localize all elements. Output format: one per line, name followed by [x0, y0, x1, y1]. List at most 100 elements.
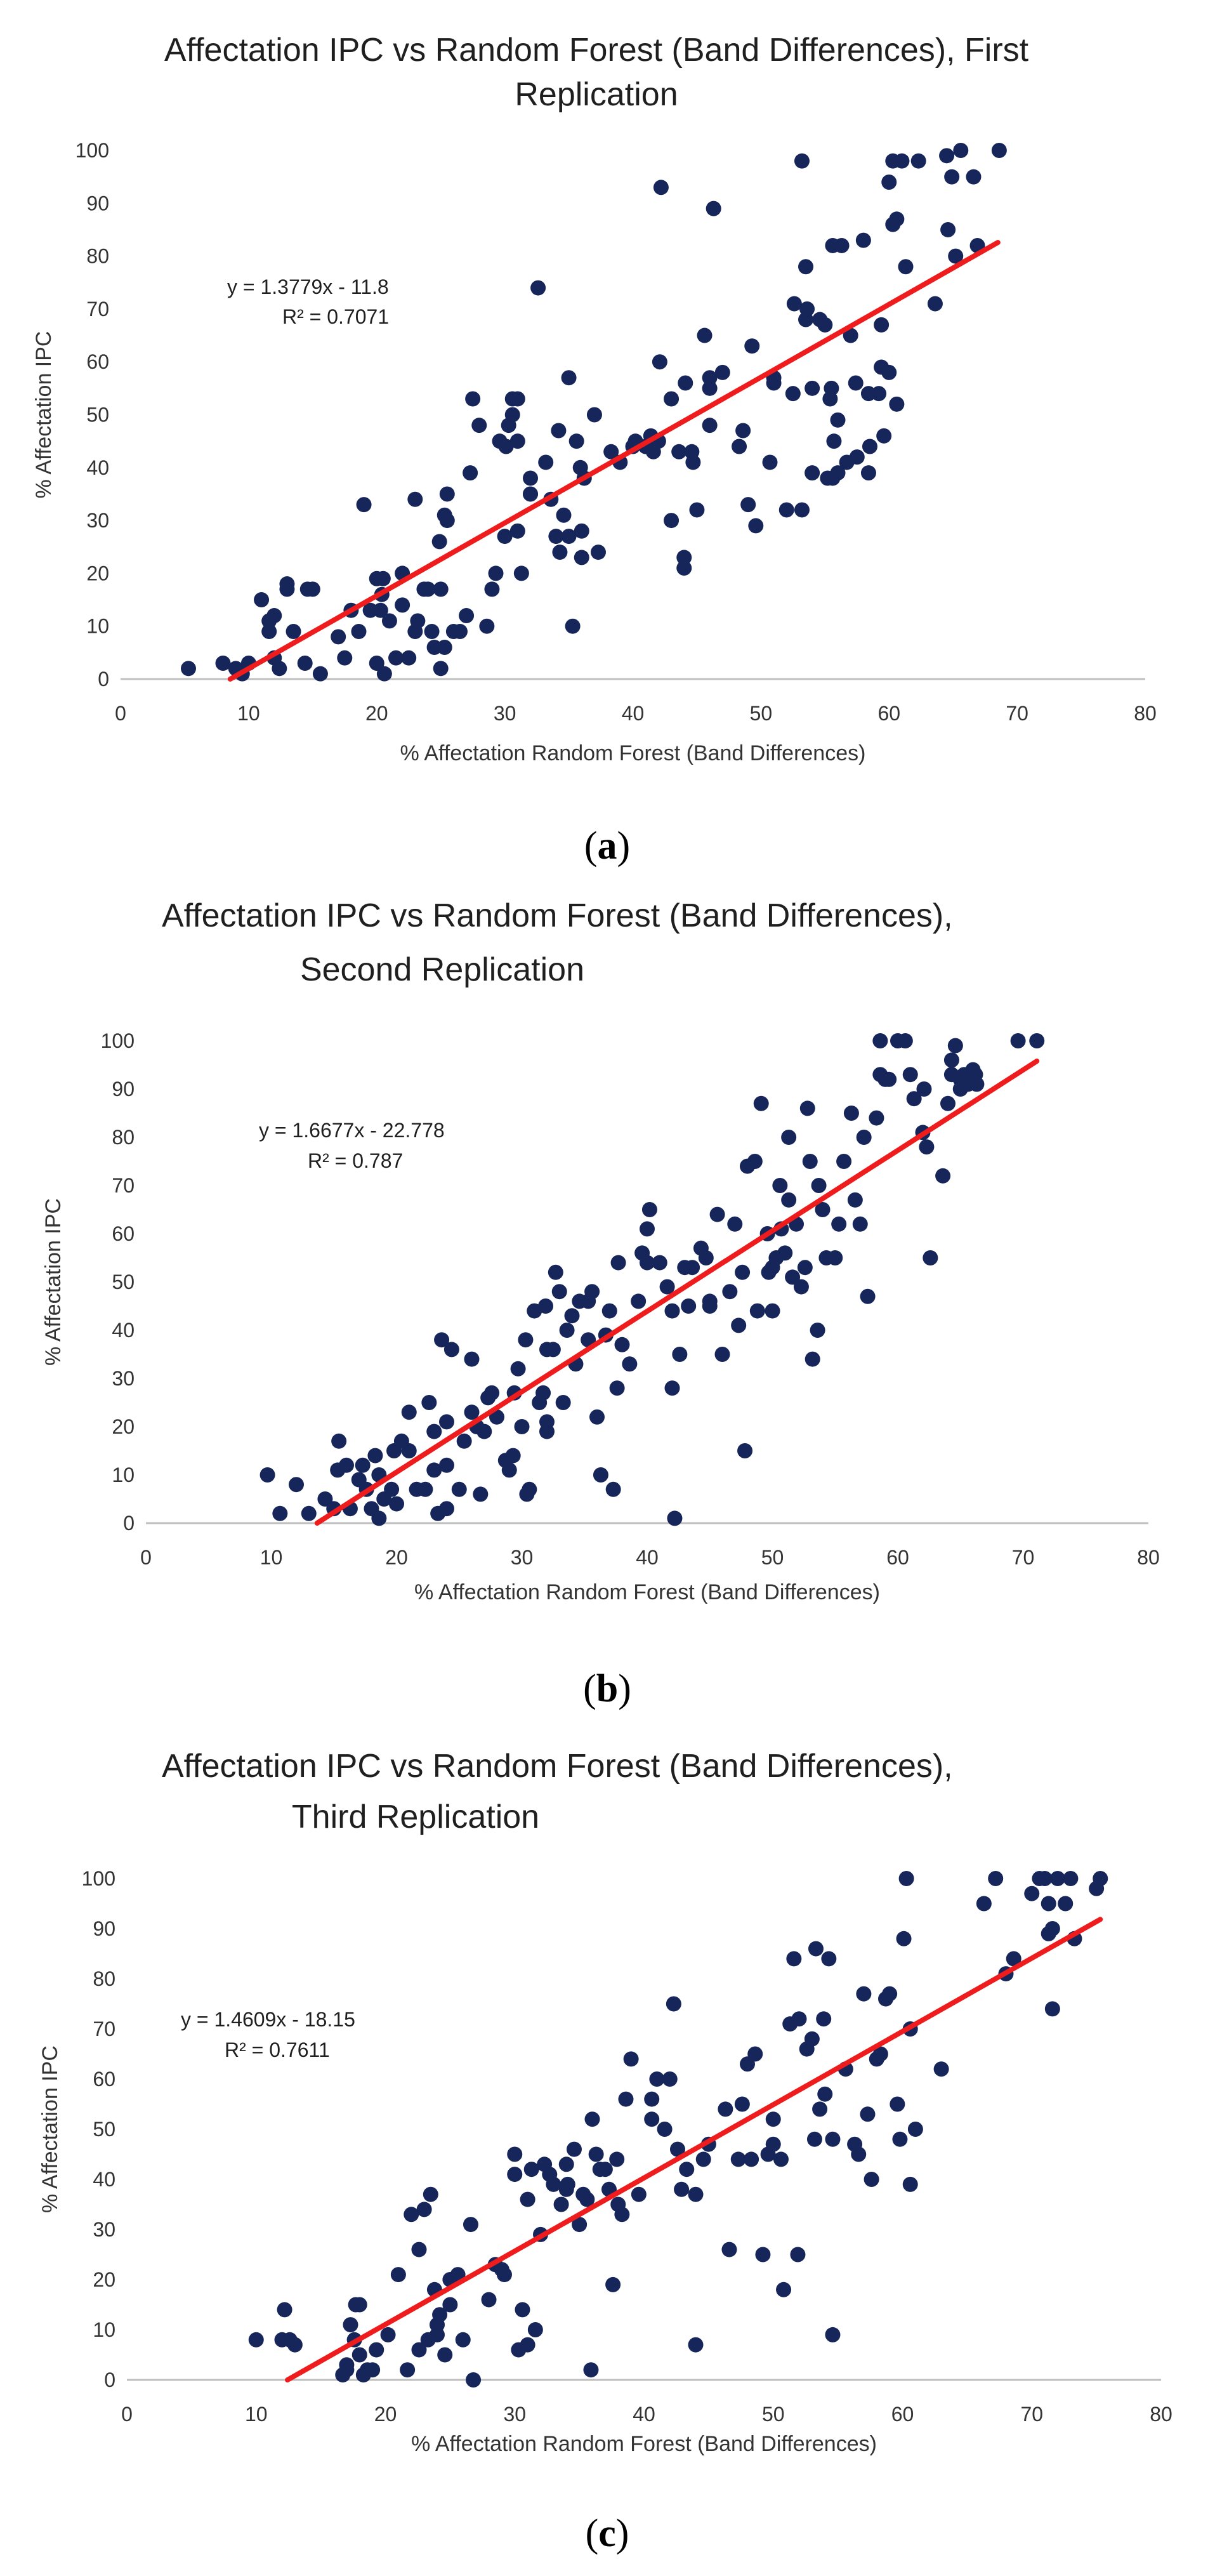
- data-point: [797, 1260, 813, 1276]
- y-tick-label: 0: [104, 2368, 115, 2391]
- chart-panel-a: Affectation IPC vs Random Forest (Band D…: [32, 32, 1157, 765]
- data-point: [371, 1510, 387, 1526]
- data-point: [640, 1221, 655, 1237]
- y-axis-label: % Affectation IPC: [38, 2045, 62, 2213]
- data-point: [410, 613, 426, 629]
- data-point: [287, 2337, 303, 2353]
- scatter-points: [259, 1033, 1045, 1526]
- data-point: [509, 433, 525, 449]
- scatter-points: [248, 1871, 1108, 2388]
- data-point: [727, 1216, 743, 1232]
- data-point: [1037, 1871, 1053, 1886]
- data-point: [507, 2167, 523, 2183]
- data-point: [817, 317, 833, 333]
- data-point: [421, 1395, 437, 1410]
- data-point: [369, 656, 384, 671]
- data-point: [548, 529, 564, 545]
- data-point: [381, 613, 397, 629]
- data-point: [538, 454, 554, 470]
- data-point: [667, 1510, 683, 1526]
- trendline-r2: R² = 0.787: [308, 1149, 403, 1172]
- data-point: [714, 1347, 730, 1362]
- y-tick-label: 0: [98, 668, 109, 690]
- data-point: [433, 581, 449, 597]
- x-tick-label: 30: [494, 702, 516, 725]
- data-point: [631, 2186, 647, 2202]
- x-axis-label: % Affectation Random Forest (Band Differ…: [400, 741, 866, 765]
- data-point: [566, 2141, 582, 2157]
- data-point: [631, 1293, 647, 1309]
- data-point: [947, 1038, 963, 1054]
- data-point: [317, 1491, 333, 1507]
- data-point: [597, 2162, 613, 2177]
- data-point: [740, 497, 756, 513]
- data-point: [509, 523, 525, 539]
- data-point: [966, 169, 982, 185]
- data-point: [672, 1347, 688, 1362]
- x-tick-label: 0: [115, 702, 126, 725]
- data-point: [697, 327, 713, 343]
- data-point: [753, 1095, 769, 1111]
- data-point: [793, 1279, 809, 1295]
- x-tick-label: 10: [237, 702, 260, 725]
- data-point: [734, 2096, 750, 2112]
- data-point: [553, 2196, 569, 2212]
- data-point: [464, 1404, 480, 1420]
- data-point: [623, 2051, 639, 2067]
- data-point: [644, 2111, 660, 2127]
- data-point: [991, 143, 1007, 158]
- data-point: [644, 2091, 660, 2107]
- chart-title-line-2: Replication: [515, 76, 678, 113]
- data-point: [735, 1264, 751, 1280]
- data-point: [791, 2011, 807, 2027]
- data-point: [798, 259, 814, 275]
- data-point: [588, 2146, 604, 2162]
- data-point: [417, 1481, 433, 1497]
- data-point: [790, 2247, 806, 2262]
- data-point: [367, 1448, 383, 1463]
- data-point: [1044, 1921, 1060, 1936]
- data-point: [816, 2011, 832, 2027]
- data-point: [676, 550, 692, 565]
- data-point: [574, 523, 589, 539]
- data-point: [649, 2071, 665, 2087]
- data-point: [558, 2157, 574, 2172]
- data-point: [261, 624, 277, 640]
- data-point: [605, 2276, 621, 2292]
- x-tick-label: 40: [622, 702, 645, 725]
- data-point: [765, 2111, 781, 2127]
- data-point: [806, 2131, 822, 2147]
- x-tick-label: 30: [511, 1546, 534, 1569]
- panel-label-a: (a): [584, 824, 630, 868]
- data-point: [401, 650, 417, 666]
- y-tick-label: 80: [93, 1967, 115, 1990]
- data-point: [777, 1245, 793, 1261]
- y-tick-label: 10: [93, 2318, 115, 2341]
- data-point: [584, 2111, 600, 2127]
- data-point: [527, 2322, 543, 2337]
- data-point: [355, 1457, 371, 1473]
- data-point: [301, 1505, 317, 1521]
- data-point: [343, 2317, 358, 2333]
- data-point: [897, 1033, 913, 1048]
- data-point: [969, 1076, 985, 1092]
- chart-title-line-2: Second Replication: [300, 951, 584, 988]
- data-point: [356, 497, 372, 513]
- trendline-r2: R² = 0.7071: [282, 305, 389, 328]
- data-point: [272, 661, 287, 677]
- data-point: [856, 1130, 872, 1145]
- data-point: [685, 454, 701, 470]
- y-tick-label: 100: [82, 1867, 115, 1890]
- data-point: [555, 1395, 571, 1410]
- y-tick-label: 60: [112, 1222, 135, 1245]
- data-point: [664, 391, 680, 407]
- data-point: [810, 1323, 825, 1338]
- chart-panel-b: Affectation IPC vs Random Forest (Band D…: [41, 897, 1160, 1604]
- data-point: [785, 1269, 801, 1285]
- x-tick-label: 70: [1020, 2403, 1043, 2426]
- data-point: [404, 2207, 419, 2223]
- chart-title-line-1: Affectation IPC vs Random Forest (Band D…: [162, 1748, 953, 1785]
- data-point: [574, 550, 589, 565]
- data-point: [666, 1996, 681, 2012]
- data-point: [953, 143, 969, 158]
